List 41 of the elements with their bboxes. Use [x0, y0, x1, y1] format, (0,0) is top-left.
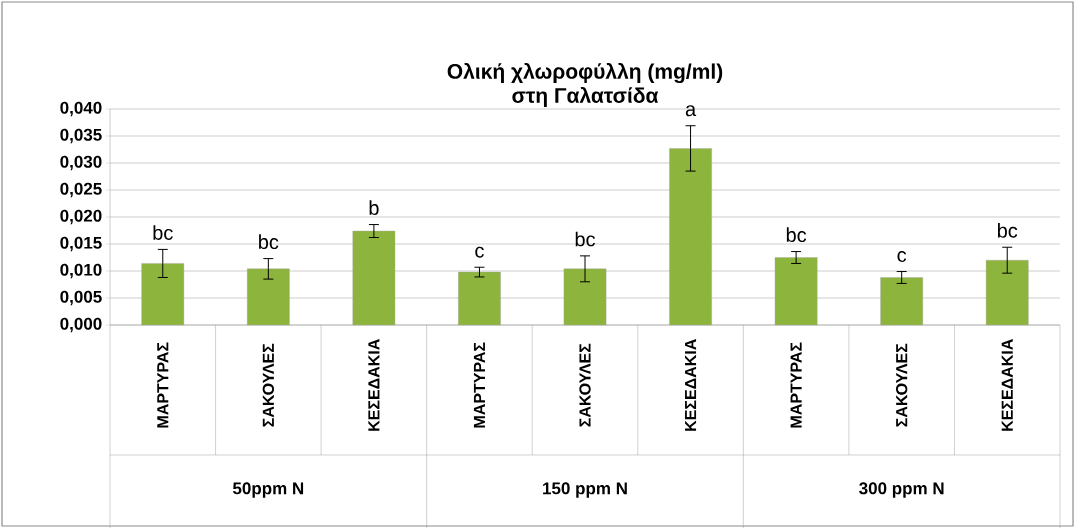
- y-tick-label: 0,010: [60, 263, 102, 279]
- bar: [247, 268, 290, 326]
- x-tick-label: ΜΑΡΤΥΡΑΣ: [473, 342, 485, 428]
- bar: [985, 260, 1029, 326]
- y-tick-label: 0,015: [60, 236, 102, 252]
- annotation: bc: [153, 225, 173, 240]
- annotation: c: [475, 246, 484, 258]
- x-tick-label: ΣΑΚΟΥΛΕΣ: [896, 343, 908, 427]
- y-tick-label: 0,025: [60, 182, 102, 198]
- annotation: bc: [259, 234, 279, 250]
- y-tick-label: 0,005: [60, 290, 102, 306]
- text: 150 ppm N: [543, 482, 627, 498]
- annotation: bc: [997, 223, 1018, 238]
- annotation: b: [369, 200, 379, 216]
- bar: [563, 268, 607, 326]
- x-tick-label: ΣΑΚΟΥΛΕΣ: [262, 343, 274, 427]
- y-tick-label: 0,000: [60, 317, 102, 333]
- y-tick-label: 0,035: [60, 128, 102, 144]
- bar: [880, 277, 923, 326]
- text: 50ppm N: [232, 482, 304, 498]
- bar: [352, 230, 396, 326]
- bar: [141, 263, 185, 326]
- bar: [458, 271, 501, 326]
- bar: [669, 148, 712, 326]
- x-tick-label: ΚΕΣΕΔΑΚΙΑ: [1001, 339, 1013, 431]
- annotation: a: [685, 105, 697, 117]
- text: 300 ppm N: [859, 482, 944, 498]
- chart-subtitle: στη Γαλατσίδα: [512, 86, 659, 108]
- annotation: bc: [575, 231, 596, 247]
- x-tick-label: ΜΑΡΤΥΡΑΣ: [157, 342, 169, 428]
- x-tick-label: ΣΑΚΟΥΛΕΣ: [579, 343, 591, 427]
- y-tick-label: 0,020: [60, 209, 102, 225]
- bar: [774, 257, 818, 326]
- x-tick-label: ΚΕΣΕΔΑΚΙΑ: [685, 339, 697, 431]
- y-tick-label: 0,030: [60, 155, 102, 171]
- chart-title: Ολική χλωροφύλλη (mg/ml): [447, 62, 723, 84]
- x-tick-label: ΜΑΡΤΥΡΑΣ: [790, 342, 802, 428]
- annotation: bc: [786, 227, 807, 243]
- y-tick-label: 0,040: [60, 101, 102, 117]
- annotation: c: [897, 251, 907, 263]
- x-tick-label: ΚΕΣΕΔΑΚΙΑ: [368, 339, 380, 431]
